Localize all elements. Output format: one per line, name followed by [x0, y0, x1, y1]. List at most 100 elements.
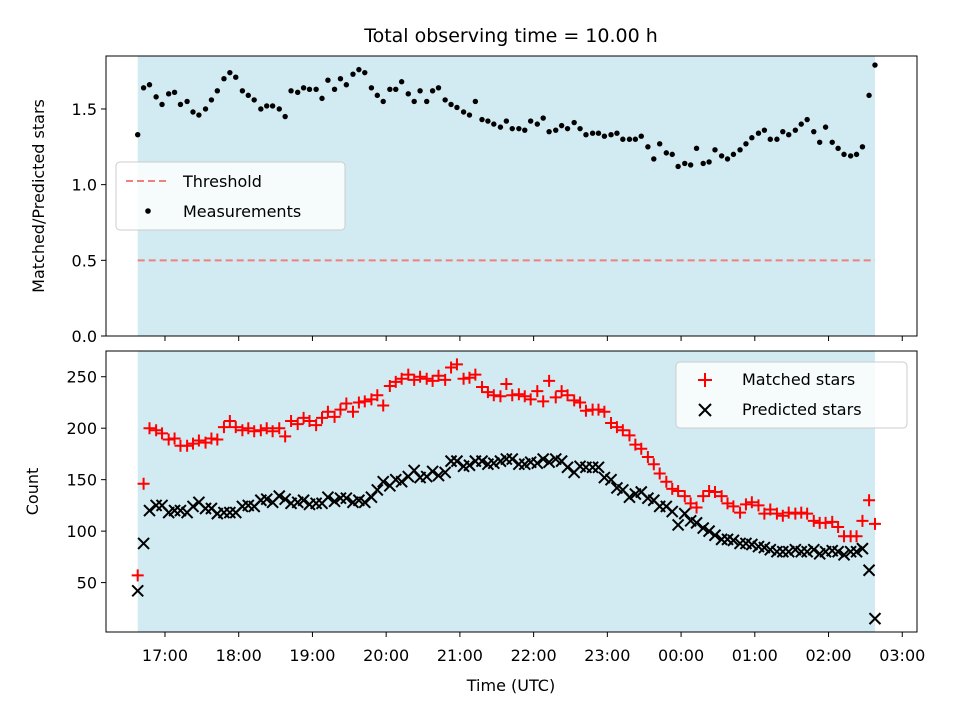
y-tick-label: 50	[77, 574, 97, 593]
measurement-point	[497, 124, 504, 130]
matched-star-point	[211, 433, 224, 446]
matched-star-point	[690, 501, 703, 514]
predicted-star-point	[795, 545, 808, 558]
matched-star-point	[739, 498, 752, 511]
matched-star-point	[789, 507, 802, 520]
measurement-point	[737, 147, 743, 153]
matched-star-point	[819, 516, 832, 529]
matched-star-point	[316, 411, 329, 424]
measurement-point	[190, 109, 196, 115]
measurement-point	[294, 89, 301, 96]
matched-star-point	[279, 430, 292, 443]
measurement-point	[682, 160, 688, 167]
matched-star-point	[598, 405, 611, 418]
measurement-point	[693, 145, 700, 152]
predicted-star-point	[666, 505, 679, 518]
measurement-point	[811, 128, 817, 135]
measurement-point	[516, 125, 522, 132]
matched-star-point	[358, 395, 371, 408]
predicted-star-point	[807, 543, 820, 556]
matched-star-point	[641, 451, 654, 464]
predicted-star-point	[696, 521, 710, 535]
predicted-star-point	[168, 504, 181, 517]
x-tick-label: 17:00	[142, 646, 188, 665]
bottom-x-ticks: 17:00 18:00 19:00 20:00 21:00 22:00 23:00 00:00…	[142, 632, 925, 665]
matched-star-point	[653, 467, 666, 480]
measurement-point	[146, 82, 153, 88]
y-tick-label: 200	[66, 419, 97, 438]
predicted-star-point	[438, 466, 452, 479]
measurement-point	[269, 103, 276, 109]
matched-star-point	[715, 490, 728, 503]
measurement-point	[491, 121, 497, 127]
matched-star-point	[592, 403, 605, 416]
matched-star-point	[537, 395, 550, 408]
predicted-star-point	[531, 456, 544, 470]
measurement-point	[350, 71, 356, 77]
bottom-y-axis-label: Count	[23, 468, 42, 516]
predicted-star-point	[671, 518, 685, 532]
matched-stars-points	[131, 358, 881, 582]
predicted-star-point	[217, 506, 231, 519]
top-legend: Threshold Measurements	[115, 161, 346, 231]
matched-star-point	[205, 432, 218, 445]
predicted-star-point	[586, 461, 599, 474]
predicted-star-point	[623, 490, 636, 504]
top-axes-frame	[105, 55, 918, 337]
predicted-star-point	[260, 493, 273, 506]
measurement-point	[509, 125, 515, 132]
measurement-point	[792, 127, 799, 133]
matched-star-point	[506, 389, 519, 402]
measurement-point	[472, 98, 479, 105]
matched-star-point	[192, 434, 205, 447]
measurement-point	[227, 69, 233, 76]
predicted-star-point	[309, 497, 323, 510]
measurement-point	[835, 145, 841, 152]
measurement-point	[245, 92, 251, 99]
measurement-point	[663, 150, 670, 156]
matched-star-point	[426, 374, 439, 387]
measurement-point	[319, 95, 325, 102]
measurement-point	[638, 133, 644, 139]
matched-star-point	[734, 506, 747, 519]
x-tick-label: 00:00	[658, 646, 704, 665]
measurement-point	[780, 128, 786, 135]
matched-star-point	[752, 499, 765, 512]
top-y-ticks: 0.0 0.5 1.0 1.5	[72, 100, 106, 346]
measurement-point	[595, 130, 602, 136]
matched-star-point	[568, 394, 581, 407]
measurement-point	[841, 151, 847, 158]
predicted-star-point	[727, 534, 740, 547]
legend-matched-label: Matched stars	[742, 370, 855, 389]
predicted-star-point	[592, 461, 605, 474]
matched-star-point	[574, 396, 587, 409]
matched-star-point	[512, 388, 525, 401]
predicted-star-point	[856, 542, 869, 555]
matched-star-point	[660, 475, 673, 488]
measurement-point	[374, 92, 381, 99]
measurement-point	[847, 153, 854, 159]
predicted-star-point	[868, 612, 882, 625]
legend-threshold-label: Threshold	[182, 172, 262, 191]
measurement-point	[165, 91, 172, 97]
measurement-point	[313, 86, 319, 92]
matched-star-point	[395, 372, 408, 385]
matched-star-point	[402, 368, 415, 381]
measurement-point	[767, 136, 773, 142]
measurement-point	[816, 139, 823, 145]
measurement-point	[829, 139, 835, 145]
matched-star-point	[137, 477, 150, 490]
measurement-point	[534, 121, 541, 127]
x-tick-label: 03:00	[879, 646, 925, 665]
count-panel: 17:00 18:00 19:00 20:00 21:00 22:00 23:00 00:00…	[23, 350, 925, 665]
predicted-star-point	[475, 454, 489, 468]
measurement-point	[485, 118, 491, 124]
matched-star-point	[450, 358, 463, 371]
measurement-point	[700, 160, 706, 167]
measurement-point	[356, 66, 362, 73]
predicted-star-point	[334, 491, 347, 505]
matched-star-point	[303, 414, 316, 427]
matched-star-point	[868, 517, 881, 530]
matched-star-point	[635, 442, 648, 455]
matched-star-point	[647, 458, 660, 471]
